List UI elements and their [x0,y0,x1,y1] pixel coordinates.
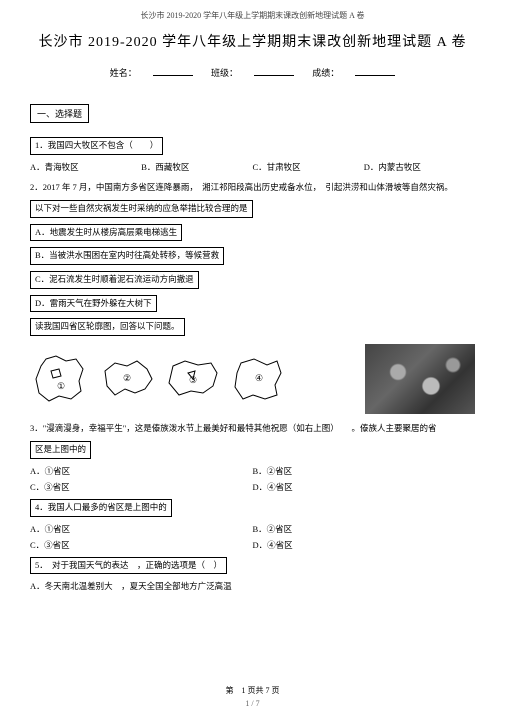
q1-opt-a: A．青海牧区 [30,161,141,173]
q3-stem2: 区是上图中的 [30,441,91,459]
q4-row1: A．①省区 B．②省区 [30,523,475,535]
name-label: 姓名： [110,68,137,78]
q4-opt-c: C．③省区 [30,539,253,551]
q4-opt-a: A．①省区 [30,523,253,535]
name-blank [153,66,193,76]
q4-opt-d: D．④省区 [253,539,476,551]
score-label: 成绩： [312,68,339,78]
page-footer: 第 1 页共 7 页 [0,685,505,696]
q3-opt-a: A．①省区 [30,465,253,477]
q2-opt-d: D．雷雨天气在野外躲在大树下 [30,295,157,313]
q3-opt-d: D．④省区 [253,481,476,493]
class-label: 班级： [211,68,238,78]
q3-opt-b: B．②省区 [253,465,476,477]
province-2-icon: ② [96,351,158,406]
q2-stem-a: 2．2017 年 7 月，中国南方多省区连降暴雨， 湘江祁阳段高出历史戒备水位，… [30,181,475,195]
q3-stem: 3．"漫滴漫身，幸福平生"，这是傣族泼水节上最美好和最特其他祝愿（如右上图） 。… [30,422,475,436]
page-title: 长沙市 2019-2020 学年八年级上学期期末课改创新地理试题 A 卷 [30,31,475,51]
q3-opt-c: C．③省区 [30,481,253,493]
svg-text:③: ③ [189,375,197,385]
province-4-icon: ④ [228,351,290,406]
student-info: 姓名： 班级： 成绩： [30,66,475,79]
q4-stem: 4．我国人口最多的省区是上图中的 [30,499,172,517]
svg-text:①: ① [57,381,65,391]
q2-stem-b: 以下对一些自然灾祸发生时采纳的应急举措比较合理的是 [30,200,253,218]
q1-options: A．青海牧区 B．西藏牧区 C．甘肃牧区 D．内蒙古牧区 [30,161,475,173]
svg-text:②: ② [123,373,131,383]
province-figures: ① ② ③ ④ [30,344,475,414]
q3-row1: A．①省区 B．②省区 [30,465,475,477]
page-footer-2: 1 / 7 [0,699,505,708]
photo-water-festival [365,344,475,414]
score-blank [355,66,395,76]
q1-opt-d: D．内蒙古牧区 [364,161,475,173]
q1-opt-c: C．甘肃牧区 [253,161,364,173]
question-1: 1．我国四大牧区不包含（ ） [30,137,475,155]
svg-text:④: ④ [255,373,263,383]
q4-opt-b: B．②省区 [253,523,476,535]
q4-row2: C．③省区 D．④省区 [30,539,475,551]
q5-stem: 5． 对于我国天气的表达 ，正确的选项是（ ） [30,557,227,575]
q2-opt-a: A．地震发生时从楼房高层乘电梯逃生 [30,224,182,242]
q5-opt-a: A．冬天南北温差别大 ，夏天全国全部地方广泛高温 [30,580,475,594]
question-2: 以下对一些自然灾祸发生时采纳的应急举措比较合理的是 [30,200,475,218]
section-1-label: 一、选择题 [30,104,89,123]
q2-opt-b: B．当被洪水围困在室内时往高处转移，等候营救 [30,247,224,265]
q3-row2: C．③省区 D．④省区 [30,481,475,493]
province-1-icon: ① [30,351,92,406]
q1-opt-b: B．西藏牧区 [141,161,252,173]
q2-opt-c: C．泥石流发生时顺着泥石流运动方向撤退 [30,271,199,289]
q3-intro: 读我国四省区轮廓图，回答以下问题。 [30,318,185,336]
province-3-icon: ③ [162,351,224,406]
header-small: 长沙市 2019-2020 学年八年级上学期期末课改创新地理试题 A 卷 [30,10,475,21]
q1-stem: 1．我国四大牧区不包含（ ） [30,137,163,155]
class-blank [254,66,294,76]
